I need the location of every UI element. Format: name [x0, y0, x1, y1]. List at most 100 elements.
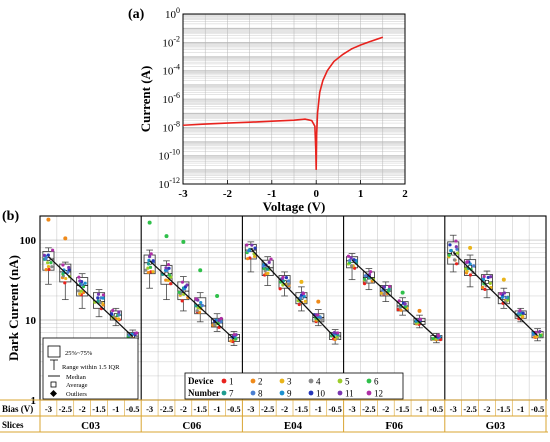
device-legend-dot-4	[308, 378, 314, 384]
device-point-1	[362, 282, 367, 286]
bias-value-label: -0.5	[531, 404, 544, 414]
device-point-3	[151, 270, 155, 274]
device-legend-title-top: Device	[188, 376, 213, 386]
outlier-point	[316, 299, 321, 304]
device-point-9	[101, 296, 105, 300]
device-point-10	[521, 311, 525, 315]
device-legend-dot-11	[337, 390, 343, 396]
slice-name-label: F06	[385, 420, 403, 432]
trend-line	[250, 248, 336, 339]
bias-value-label: -1.5	[497, 404, 510, 414]
device-legend-dot-10	[308, 390, 314, 396]
device-point-7	[265, 267, 270, 271]
panel-label-b: (b)	[2, 209, 19, 224]
bias-value-label: -3	[348, 404, 355, 414]
bias-value-label: -0.5	[126, 404, 139, 414]
device-point-12	[301, 291, 306, 296]
device-point-3	[535, 334, 539, 339]
outlier-point	[198, 268, 203, 273]
y-axis-label: Dark Current (nA)	[6, 255, 21, 361]
device-point-6	[431, 336, 435, 341]
y-tick-label: 10-12	[158, 176, 180, 191]
device-legend-number-3: 3	[287, 377, 292, 387]
bias-value-label: -2.5	[261, 404, 274, 414]
device-point-11	[78, 279, 82, 283]
bias-value-label: -0.5	[227, 404, 240, 414]
device-legend-dot-12	[366, 390, 372, 396]
bias-value-label: -3	[247, 404, 254, 414]
bias-value-label: -1	[214, 404, 221, 414]
bias-value-label: -1	[112, 404, 119, 414]
device-legend-frame	[184, 372, 404, 400]
slice-F06	[346, 253, 443, 344]
device-point-4	[349, 264, 354, 268]
device-point-11	[42, 253, 47, 257]
box-legend: 25%~75% Range within 1.5 IQR MedianAverage…	[42, 337, 139, 400]
trend-line	[351, 259, 437, 339]
y-axis-label: Current (A)	[138, 66, 153, 133]
slice-name-label: C06	[182, 420, 201, 432]
outlier-point	[299, 279, 304, 284]
device-point-10	[253, 246, 257, 250]
device-point-12	[232, 333, 236, 337]
bias-value-label: -2	[180, 404, 187, 414]
device-point-11	[164, 266, 168, 270]
device-point-12	[194, 297, 198, 301]
device-point-6	[167, 273, 172, 277]
device-point-2	[246, 257, 250, 261]
slice-E04	[244, 241, 342, 345]
device-point-4	[382, 292, 386, 296]
panel-label-a: (a)	[128, 7, 145, 22]
y-tick-label: 10-2	[162, 34, 180, 49]
device-point-3	[64, 276, 68, 281]
device-point-4	[286, 282, 290, 286]
device-point-5	[455, 251, 460, 255]
device-point-8	[117, 313, 121, 317]
device-point-9	[302, 294, 306, 298]
bias-value-label: -3	[146, 404, 153, 414]
device-point-10	[46, 253, 50, 257]
device-legend-number-6: 6	[374, 377, 379, 387]
device-point-3	[465, 269, 469, 273]
device-point-1	[297, 302, 301, 307]
device-point-6	[538, 334, 543, 338]
device-point-11	[454, 245, 458, 249]
device-point-3	[253, 254, 257, 259]
device-legend-number-2: 2	[258, 377, 263, 387]
device-point-11	[489, 275, 493, 279]
device-point-9	[449, 249, 453, 253]
outlier-point	[417, 308, 422, 313]
device-point-6	[363, 277, 367, 281]
outlier-point	[215, 293, 220, 298]
device-point-6	[49, 261, 53, 265]
bias-value-label: -2.5	[362, 404, 375, 414]
device-legend-title-bottom: Number	[188, 388, 220, 398]
legend-whisker-label: Range within 1.5 IQR	[62, 364, 120, 371]
device-point-6	[447, 253, 451, 257]
iv-curve-line	[182, 36, 384, 170]
device-point-6	[262, 266, 266, 271]
device-legend-dot-9	[279, 390, 285, 396]
box-iqr	[160, 265, 173, 285]
device-point-3	[266, 271, 270, 275]
plot-frame	[182, 13, 406, 185]
device-legend-dot-1	[221, 378, 227, 384]
bias-value-label: -1	[416, 404, 423, 414]
slice-C06	[143, 220, 240, 346]
trend-line	[452, 251, 539, 336]
device-point-9	[481, 277, 486, 281]
device-point-3	[379, 291, 384, 295]
x-tick-label: -3	[178, 188, 188, 200]
device-legend-number-4: 4	[316, 377, 321, 387]
y-tick-label: 10-8	[162, 119, 180, 134]
legend-outlier-symbol	[50, 390, 57, 397]
device-point-6	[148, 265, 153, 269]
bias-value-label: -1.5	[396, 404, 409, 414]
bias-value-label: -1.5	[92, 404, 105, 414]
device-point-11	[403, 302, 407, 306]
device-point-12	[111, 308, 115, 313]
device-point-11	[96, 292, 101, 296]
